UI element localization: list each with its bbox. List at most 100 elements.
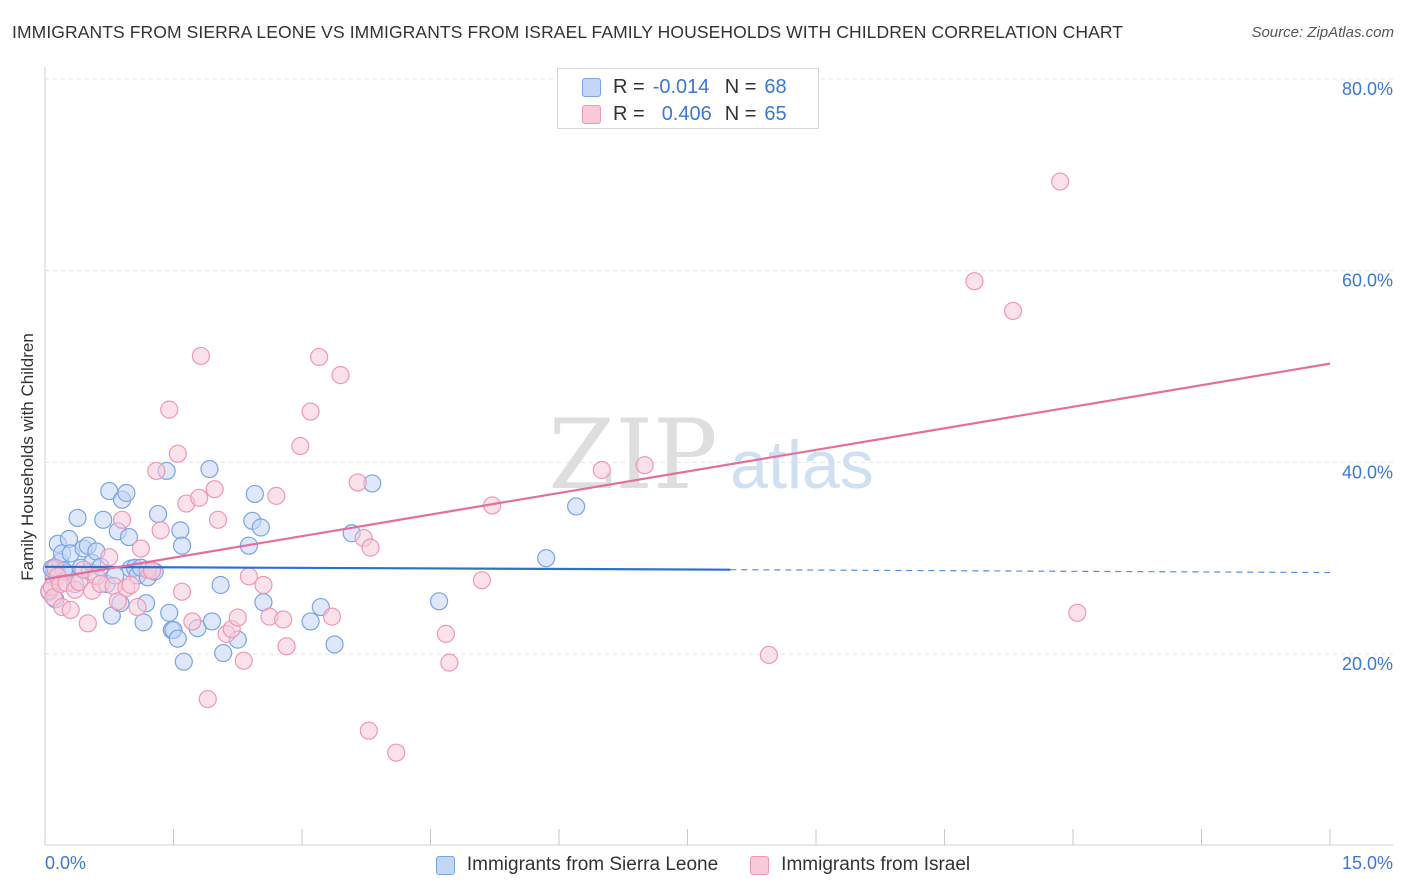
sierra-leone-point	[200, 459, 219, 479]
watermark: ZIP atlas	[548, 399, 873, 511]
israel-point	[322, 607, 342, 626]
israel-point	[436, 624, 456, 643]
israel-point	[168, 444, 187, 463]
sierra-leone-point	[148, 504, 168, 524]
sierra-leone-point	[119, 527, 139, 547]
israel-point	[78, 614, 97, 633]
sierra-leone-point	[325, 635, 344, 654]
sierra-leone-swatch	[582, 77, 601, 97]
r-label: R =	[613, 102, 645, 125]
israel-point	[198, 689, 217, 709]
axis-labels: 20.0% 40.0% 60.0% 80.0% 0.0% 15.0% Family Hous…	[18, 79, 1393, 873]
israel-point	[361, 538, 380, 557]
sierra-leone-point	[117, 483, 136, 503]
israel-point	[759, 645, 778, 665]
israel-swatch	[750, 855, 770, 875]
israel-point	[348, 473, 367, 492]
sierra-leone-point	[160, 603, 179, 622]
sierra-leone-point	[174, 652, 193, 671]
israel-point	[208, 510, 228, 529]
sierra-leone-point	[94, 510, 113, 529]
israel-point	[267, 486, 286, 505]
israel-point	[160, 400, 179, 419]
n-value-sierra-leone: 68	[764, 75, 787, 98]
n-label: N =	[724, 75, 757, 98]
n-value-israel: 65	[764, 102, 787, 125]
x-tick-label-min: 0.0%	[45, 853, 86, 873]
israel-point	[142, 561, 162, 580]
sierra-leone-point	[68, 508, 87, 528]
sierra-leone-point	[134, 613, 153, 632]
israel-point	[254, 575, 273, 595]
israel-point	[635, 456, 654, 475]
y-tick-label: 60.0%	[1342, 271, 1393, 291]
sierra-leone-point	[537, 549, 556, 568]
legend-row-israel: R = 0.406 N = 65	[582, 101, 787, 127]
sierra-leone-point	[171, 521, 190, 540]
israel-point	[310, 347, 329, 367]
y-tick-label: 80.0%	[1342, 79, 1393, 99]
israel-point	[151, 521, 170, 540]
sierra-leone-point	[211, 575, 230, 595]
israel-point	[228, 608, 247, 627]
trend-line-sierra-leone-extrapolated	[730, 569, 1331, 574]
y-tick-label: 40.0%	[1342, 462, 1393, 482]
chart-title: IMMIGRANTS FROM SIERRA LEONE VS IMMIGRAN…	[12, 22, 1124, 42]
israel-point	[121, 575, 140, 595]
israel-point	[472, 571, 491, 590]
sierra-leone-point	[245, 484, 264, 504]
n-label: N =	[724, 102, 757, 125]
legend-row-sierra-leone: R = -0.014 N = 68	[582, 74, 787, 100]
trend-line-israel	[44, 362, 1331, 581]
source-credit: Source: ZipAtlas.com	[1251, 24, 1394, 41]
legend-label-israel: Immigrants from Israel	[781, 854, 971, 875]
y-tick-label: 20.0%	[1342, 654, 1393, 674]
israel-point	[131, 539, 151, 558]
israel-point	[112, 510, 132, 529]
israel-point	[128, 597, 147, 617]
watermark-zip: ZIP	[548, 399, 717, 511]
sierra-leone-swatch	[435, 855, 455, 875]
correlation-legend: R = -0.014 N = 68 R = 0.406 N = 65	[557, 68, 819, 129]
r-label: R =	[613, 75, 645, 98]
israel-point	[61, 600, 80, 620]
watermark-atlas: atlas	[730, 427, 874, 503]
r-value-sierra-leone: -0.014	[652, 75, 710, 98]
legend-label-sierra-leone: Immigrants from Sierra Leone	[466, 854, 719, 875]
sierra-leone-point	[251, 518, 270, 537]
israel-point	[191, 346, 211, 366]
israel-point	[331, 366, 350, 385]
israel-point	[172, 582, 192, 601]
israel-point	[387, 743, 406, 762]
israel-point	[205, 480, 224, 499]
sierra-leone-point	[168, 629, 187, 648]
sierra-leone-point	[567, 497, 586, 516]
israel-point	[592, 460, 611, 480]
sierra-leone-point	[214, 643, 233, 663]
israel-point	[183, 612, 202, 631]
series-legend: Immigrants from Sierra Leone Immigrants …	[0, 852, 1406, 878]
israel-point	[147, 461, 166, 481]
sierra-leone-point	[172, 536, 192, 555]
sierra-leone-point	[301, 612, 320, 631]
legend-item-israel: Immigrants from Israel	[750, 854, 970, 876]
israel-point	[301, 402, 320, 421]
axes	[44, 67, 1393, 846]
israel-point	[359, 721, 378, 740]
israel-point	[1068, 603, 1087, 622]
sierra-leone-point	[202, 612, 222, 631]
trend-lines	[44, 362, 1331, 581]
trend-line-sierra-leone	[44, 565, 731, 571]
israel-point	[234, 651, 253, 670]
series-israel-points	[40, 172, 1087, 762]
r-value-israel: 0.406	[661, 102, 712, 125]
y-axis-label: Family Households with Children	[18, 333, 37, 581]
israel-point	[291, 436, 310, 456]
israel-point	[277, 637, 296, 656]
israel-point	[1003, 301, 1023, 321]
israel-point	[108, 592, 127, 611]
israel-point	[965, 272, 984, 291]
x-tick-label-max: 15.0%	[1342, 853, 1393, 873]
israel-point	[1051, 172, 1070, 191]
